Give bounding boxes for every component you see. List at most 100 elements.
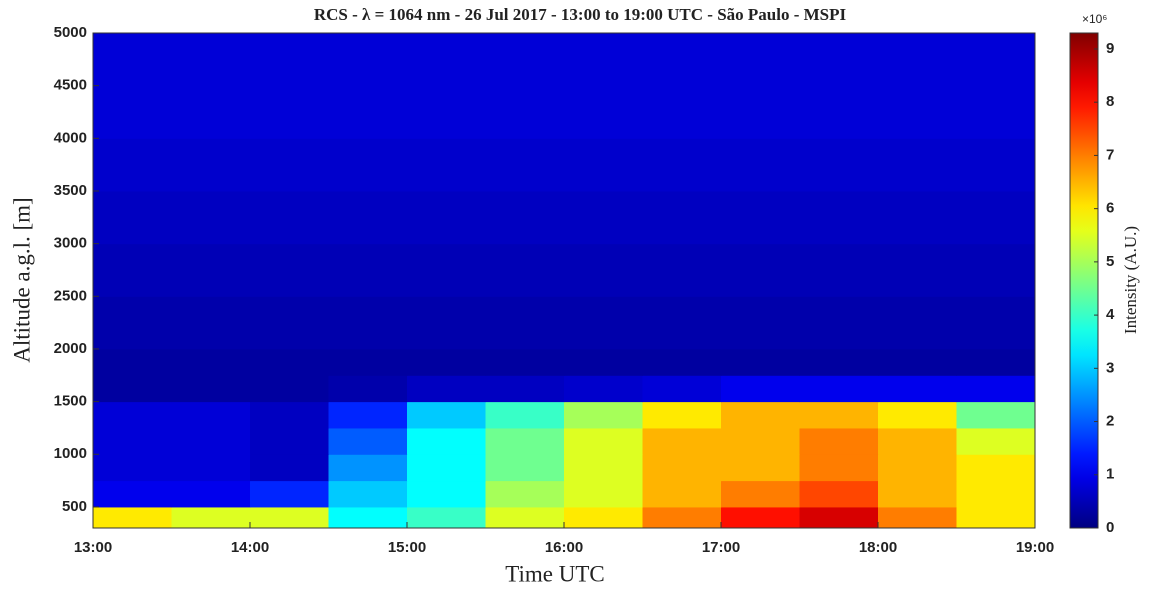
heatmap-cell — [957, 349, 1036, 376]
heatmap-cell — [721, 296, 800, 349]
heatmap-cell — [407, 191, 486, 244]
heatmap-cell — [721, 33, 800, 86]
y-tick-label: 3500 — [54, 182, 87, 199]
heatmap-cell — [957, 375, 1036, 402]
heatmap-cell — [878, 481, 957, 508]
heatmap-cell — [643, 138, 722, 191]
heatmap-cell — [172, 138, 251, 191]
x-tick-label: 13:00 — [74, 539, 112, 556]
heatmap-cell — [486, 507, 565, 529]
heatmap-cell — [878, 191, 957, 244]
heatmap-cell — [407, 481, 486, 508]
heatmap-cell — [329, 402, 408, 429]
heatmap-cell — [93, 349, 172, 376]
heatmap-cell — [93, 507, 172, 529]
y-tick-label: 4500 — [54, 77, 87, 94]
heatmap-cell — [564, 33, 643, 86]
heatmap-cell — [643, 86, 722, 139]
heatmap-cell — [800, 33, 879, 86]
heatmap-cell — [93, 296, 172, 349]
heatmap-cell — [329, 375, 408, 402]
colorbar-multiplier: ×10⁶ — [1082, 12, 1107, 26]
heatmap-cell — [800, 191, 879, 244]
heatmap-cell — [878, 33, 957, 86]
heatmap-cell — [407, 349, 486, 376]
heatmap-cell — [878, 349, 957, 376]
heatmap-cell — [721, 86, 800, 139]
y-tick-label: 4000 — [54, 129, 87, 146]
heatmap-cell — [329, 481, 408, 508]
heatmap-cell — [407, 375, 486, 402]
heatmap-cell — [250, 454, 329, 481]
heatmap-cell — [878, 86, 957, 139]
heatmap-cell — [957, 454, 1036, 481]
heatmap-cell — [800, 349, 879, 376]
heatmap-cell — [878, 296, 957, 349]
heatmap-cell — [172, 375, 251, 402]
heatmap-cell — [721, 428, 800, 455]
x-tick-label: 14:00 — [231, 539, 269, 556]
heatmap-cell — [486, 454, 565, 481]
heatmap-cell — [643, 296, 722, 349]
y-tick-label: 3000 — [54, 235, 87, 252]
chart: RCS - λ = 1064 nm - 26 Jul 2017 - 13:00 … — [0, 0, 1149, 592]
heatmap-cell — [564, 507, 643, 529]
heatmap-cell — [486, 375, 565, 402]
heatmap-cell — [172, 296, 251, 349]
heatmap-cell — [564, 349, 643, 376]
heatmap-cell — [172, 349, 251, 376]
heatmap-cell — [957, 33, 1036, 86]
colorbar-tick-label: 7 — [1106, 146, 1114, 163]
x-tick-label: 18:00 — [859, 539, 897, 556]
heatmap-cell — [329, 454, 408, 481]
heatmap-cell — [721, 375, 800, 402]
heatmap-cell — [407, 507, 486, 529]
heatmap-cell — [407, 244, 486, 297]
heatmap-cell — [250, 507, 329, 529]
heatmap-cell — [172, 33, 251, 86]
heatmap-cell — [800, 454, 879, 481]
heatmap-cell — [329, 191, 408, 244]
colorbar-tick-label: 5 — [1106, 253, 1114, 270]
y-tick-label: 500 — [62, 498, 87, 515]
heatmap-cell — [800, 481, 879, 508]
heatmap-cell — [721, 402, 800, 429]
heatmap-cell — [93, 33, 172, 86]
heatmap-cell — [957, 428, 1036, 455]
colorbar-tick-label: 6 — [1106, 200, 1114, 217]
heatmap-cell — [643, 428, 722, 455]
heatmap-cell — [250, 349, 329, 376]
x-axis-label: Time UTC — [505, 561, 604, 586]
heatmap-cell — [800, 296, 879, 349]
heatmap-cell — [486, 428, 565, 455]
y-tick-label: 2500 — [54, 287, 87, 304]
y-tick-label: 1000 — [54, 445, 87, 462]
y-tick-label: 1500 — [54, 393, 87, 410]
colorbar-tick-label: 3 — [1106, 359, 1114, 376]
heatmap-cell — [250, 244, 329, 297]
colorbar-tick-label: 0 — [1106, 519, 1114, 536]
heatmap-cell — [643, 481, 722, 508]
heatmap-cell — [878, 428, 957, 455]
heatmap-cell — [721, 507, 800, 529]
heatmap-cell — [721, 244, 800, 297]
heatmap-cell — [957, 507, 1036, 529]
heatmap-cell — [172, 191, 251, 244]
heatmap-cell — [250, 375, 329, 402]
y-tick-label: 5000 — [54, 24, 87, 41]
heatmap-cell — [878, 375, 957, 402]
heatmap-cell — [878, 402, 957, 429]
heatmap-cell — [878, 507, 957, 529]
heatmap-cell — [564, 296, 643, 349]
heatmap-cell — [486, 191, 565, 244]
heatmap-cell — [878, 244, 957, 297]
heatmap-cell — [93, 402, 172, 429]
heatmap-cell — [250, 191, 329, 244]
heatmap-cell — [329, 86, 408, 139]
x-tick-label: 16:00 — [545, 539, 583, 556]
y-tick-label: 2000 — [54, 340, 87, 357]
heatmap-cell — [407, 402, 486, 429]
heatmap-cell — [172, 507, 251, 529]
heatmap-cell — [957, 481, 1036, 508]
heatmap-cell — [172, 454, 251, 481]
